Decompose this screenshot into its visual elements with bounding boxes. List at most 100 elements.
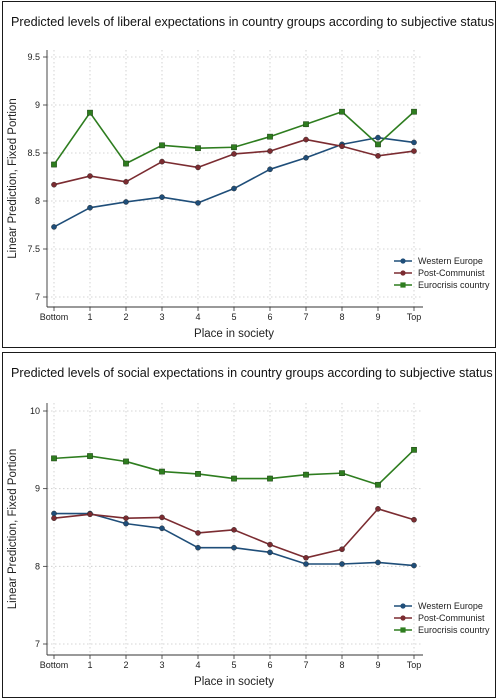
data-point xyxy=(87,109,93,116)
x-tick-label: 2 xyxy=(123,660,128,670)
data-point xyxy=(411,562,417,569)
data-point xyxy=(339,470,345,476)
x-axis-title: Place in society xyxy=(194,676,274,688)
legend-label: Post-Communist xyxy=(418,613,485,623)
legend-marker xyxy=(400,615,406,621)
y-axis-title: Linear Prediction, Fixed Portion xyxy=(7,98,19,258)
data-point xyxy=(267,541,273,548)
data-point xyxy=(123,515,129,521)
y-tick-label: 8 xyxy=(35,196,40,206)
x-tick-label: Bottom xyxy=(40,660,69,670)
data-point xyxy=(195,145,201,152)
data-point xyxy=(195,164,201,171)
chart-title: Predicted levels of liberal expectations… xyxy=(11,15,495,29)
data-point xyxy=(375,559,381,566)
data-point xyxy=(159,468,165,475)
x-tick-label: 5 xyxy=(231,312,236,322)
data-point xyxy=(51,161,57,168)
x-tick-label: 1 xyxy=(87,660,92,670)
data-point xyxy=(303,154,309,161)
data-point xyxy=(231,544,237,551)
legend-label: Post-Communist xyxy=(418,268,485,278)
data-point xyxy=(267,166,273,173)
data-point xyxy=(267,133,273,140)
x-axis-title: Place in society xyxy=(194,328,274,340)
data-point xyxy=(339,108,345,115)
x-tick-label: 8 xyxy=(339,312,344,322)
data-point xyxy=(231,185,237,192)
x-tick-label: 6 xyxy=(267,660,272,670)
y-axis-title: Linear Prediction, Fixed Portion xyxy=(7,449,19,609)
data-point xyxy=(303,561,309,567)
legend-marker xyxy=(400,282,406,288)
legend-label: Western Europe xyxy=(418,601,483,611)
legend-marker xyxy=(400,603,406,609)
legend-label: Eurocrisis country xyxy=(418,625,490,635)
social-expectations-chart: 7 8 9 10 Bottom 1 2 3 4 5 6 7 8 9 Top Place in society L… xyxy=(7,403,490,688)
data-point xyxy=(123,160,129,167)
data-point xyxy=(411,139,417,146)
data-point xyxy=(231,144,237,151)
x-tick-label: 3 xyxy=(159,312,164,322)
data-point xyxy=(123,458,129,465)
data-point xyxy=(123,520,129,527)
data-point xyxy=(411,446,417,453)
data-point xyxy=(51,224,57,230)
data-point xyxy=(375,141,381,148)
data-point xyxy=(339,546,345,553)
x-tick-label: 9 xyxy=(375,312,380,322)
data-point xyxy=(87,511,93,518)
x-tick-label: 4 xyxy=(195,312,200,322)
data-point xyxy=(195,544,201,551)
data-point xyxy=(159,142,165,149)
liberal-expectations-chart-panel: Predicted levels of liberal expectations… xyxy=(2,1,496,348)
y-tick-label: 7 xyxy=(35,639,40,649)
legend-marker xyxy=(400,258,406,264)
y-tick-label: 10 xyxy=(30,406,40,416)
data-point xyxy=(375,506,381,512)
x-tick-label: Top xyxy=(407,660,422,670)
data-point xyxy=(231,475,237,482)
data-point xyxy=(159,158,165,165)
data-point xyxy=(339,143,345,150)
data-point xyxy=(123,178,129,185)
data-point xyxy=(159,525,165,532)
y-tick-label: 9 xyxy=(35,484,40,494)
data-point xyxy=(195,200,201,206)
y-tick-label: 9 xyxy=(35,100,40,110)
data-point xyxy=(51,181,57,188)
x-tick-label: Top xyxy=(407,312,422,322)
y-tick-label: 8 xyxy=(35,561,40,571)
y-tick-label: 7 xyxy=(35,292,40,302)
data-point xyxy=(231,527,237,533)
x-tick-label: 7 xyxy=(303,312,308,322)
x-tick-label: 8 xyxy=(339,660,344,670)
data-point xyxy=(267,549,273,556)
data-point xyxy=(411,108,417,115)
data-point xyxy=(303,554,309,561)
data-point xyxy=(375,134,381,141)
data-point xyxy=(375,481,381,488)
x-tick-label: 7 xyxy=(303,660,308,670)
data-point xyxy=(195,471,201,477)
data-point xyxy=(339,561,345,567)
data-point xyxy=(123,199,129,205)
liberal-expectations-chart: 7 7.5 8 8.5 9 9.5 Bottom 1 2 3 4 5 6 7 8 9 Top Place in s… xyxy=(7,50,490,340)
data-point xyxy=(87,453,93,459)
x-tick-label: 5 xyxy=(231,660,236,670)
legend-label: Western Europe xyxy=(418,256,483,266)
data-point xyxy=(87,204,93,211)
y-tick-label: 7.5 xyxy=(27,244,40,254)
x-tick-label: 4 xyxy=(195,660,200,670)
data-point xyxy=(267,148,273,154)
y-tick-label: 8.5 xyxy=(27,148,40,158)
data-point xyxy=(159,514,165,521)
chart-title: Predicted levels of social expectations … xyxy=(11,366,493,380)
data-point xyxy=(195,530,201,536)
data-point xyxy=(159,194,165,200)
data-point xyxy=(303,121,309,128)
data-point xyxy=(51,510,57,517)
x-tick-label: 2 xyxy=(123,312,128,322)
x-tick-label: 6 xyxy=(267,312,272,322)
data-point xyxy=(303,136,309,143)
